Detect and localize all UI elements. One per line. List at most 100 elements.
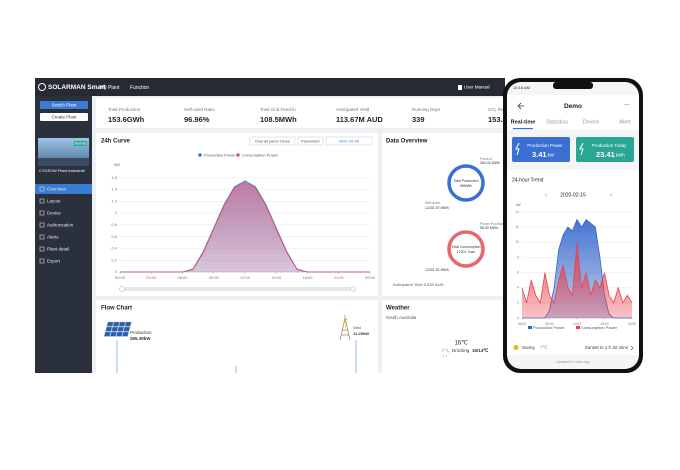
ring-label: Total Production [453,179,478,183]
purchase-label: Power Purchase [480,222,506,226]
create-plant-label[interactable]: Create Plant [51,115,77,120]
back-arrow[interactable] [517,102,524,110]
range-slider [120,287,355,291]
panel-cell [115,331,123,337]
panel-title: Weather [386,306,410,312]
sunset-info: Sunset in 1 h 32 mins [585,345,629,350]
card-label: Production Power [527,143,563,148]
production-label: Production [130,330,152,335]
legend-label: Production Power [204,152,236,157]
trend-date[interactable]: 2020-02-15 [560,192,586,198]
date-prev[interactable]: ‹ [545,192,547,198]
stat-value: 153.6GWh [108,115,145,124]
production-ring [447,164,485,202]
manual-icon [458,85,462,90]
menu-item[interactable]: Alerts [47,235,59,240]
card-unit: kW [548,153,555,158]
phone-weather-condition: Sunny [522,345,536,350]
menu-active-highlight [35,184,92,194]
panel-cell [117,326,125,332]
more-menu[interactable]: ⋯ [624,103,630,109]
consumption-total: 12201.52 MWh [425,268,449,272]
brand-name: SOLARMAN Smart [48,84,107,91]
phone-tab[interactable]: Alert [619,119,631,125]
date-next[interactable]: › [610,192,612,198]
area-fill [120,182,370,272]
chevron [630,345,634,351]
slider-handle[interactable] [119,286,125,292]
legend-label: Production Power [533,325,565,330]
slider-handle[interactable] [350,286,356,292]
self-used-value: 12201.67 MWh [425,206,449,210]
y-tick-label: 12 [515,225,519,229]
panel-cell [124,321,132,327]
self-used-label: Self-used [425,201,440,205]
weather-location: South Australia [386,315,417,320]
y-tick-label: 14 [515,210,519,214]
legend-swatch [236,153,240,157]
stat-value: 113.67M AUD [336,115,383,124]
menu-item[interactable]: Export [47,259,61,264]
y-tick-label: 8 [517,255,519,259]
phone-tab[interactable]: Device [583,119,600,125]
card-label: Production Today [592,143,627,148]
stats-bar [96,98,505,128]
phone-notch [553,82,593,89]
bolt-icon [343,317,348,328]
bolt-icon [515,142,520,156]
menu-item[interactable]: Plant detail [47,247,69,252]
x-tick-label: 18:00 [302,275,313,280]
y-tick-label: 0.2 [111,257,117,262]
legend-label: Consumption Power [242,152,279,157]
parameter-button-label[interactable]: Parameter [301,139,320,144]
menu-item[interactable]: Layout [47,199,61,204]
menu-icon [39,210,45,216]
feed-in-label: Feed-in [480,157,492,161]
top-nav-item[interactable]: Function [130,85,149,91]
summary-card [512,137,570,162]
phone-tab[interactable]: Statistics [546,119,568,125]
x-tick-label: 12:00 [240,275,251,280]
menu-item[interactable]: Device [47,211,61,216]
panel-cell [105,326,113,332]
y-tick-label: 4 [517,286,519,290]
x-tick-label: 09:00 [209,275,220,280]
phone-title: Demo [564,103,582,110]
ring-value: 98MWh [460,184,472,188]
y-tick-label: 1.6 [111,175,117,180]
menu-icon [39,258,45,264]
plant-status-badge [74,141,87,146]
switch-plant-label[interactable]: Switch Plant [52,103,78,108]
weather-condition: Drizzling [452,348,470,353]
create-plant-button [40,113,88,121]
y-axis-label: kW [516,203,521,207]
top-nav-item[interactable]: My Plant [100,85,120,91]
rain-icon [441,348,450,358]
stat-value: 108.5MWh [260,115,297,124]
overall-button [249,136,296,146]
grid-label: Grid [353,325,361,330]
ring-label: Total Consumption [452,245,481,249]
x-tick-label: 06:00 [546,322,554,326]
menu-item[interactable]: Overview [47,187,67,192]
area-fill [522,242,632,318]
stat-label: Anticipated Yield [336,107,370,112]
panel-cell [103,331,111,337]
y-tick-label: 0.4 [111,246,117,251]
stat-label: Total Grid Feed-in [260,107,296,112]
legend-swatch [576,326,580,329]
y-tick-label: 10 [515,240,519,244]
date-value[interactable]: 2021-09-09 [339,139,360,144]
overall-button-label[interactable]: Overall panel Close [255,139,291,144]
x-tick-label: 12:00 [573,322,581,326]
series-line [521,242,633,305]
menu-item[interactable]: Authorization [47,223,74,228]
x-tick-label: 15:00 [271,275,282,280]
phone-tab[interactable]: Real-time [511,119,536,125]
data-overview-panel [382,133,505,296]
flow-chart-panel [96,300,378,373]
y-tick-label: 1 [115,210,118,215]
user-manual-link[interactable]: User Manual [464,85,490,90]
y-tick-label: 1.2 [111,198,117,203]
